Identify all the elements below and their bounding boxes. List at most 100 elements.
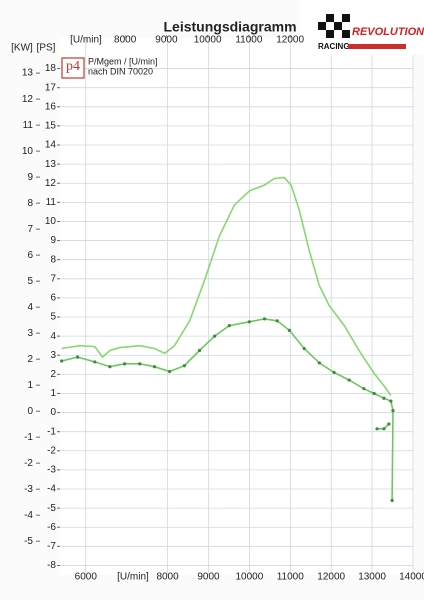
data-point bbox=[108, 365, 112, 369]
flag-square bbox=[326, 14, 334, 22]
y2-tick-label: 7 bbox=[50, 273, 56, 284]
brand-sub: RACING bbox=[318, 42, 350, 51]
y-tick-label: 7 bbox=[27, 224, 33, 235]
data-point bbox=[382, 396, 386, 400]
y-tick-label: 12 bbox=[22, 94, 34, 105]
logo-frame bbox=[61, 57, 85, 79]
brand-stripe bbox=[348, 44, 406, 49]
data-point bbox=[213, 334, 217, 338]
y2-tick-label: 10 bbox=[45, 216, 57, 227]
x2-tick-label: 10000 bbox=[194, 35, 222, 46]
flag-square bbox=[342, 30, 350, 38]
y2-tick-label: 2 bbox=[50, 369, 56, 380]
y-tick-label: -2 bbox=[24, 458, 33, 469]
x-tick-label: 12000 bbox=[317, 572, 345, 583]
data-point bbox=[347, 378, 351, 382]
plot bbox=[60, 176, 395, 503]
data-point bbox=[75, 355, 80, 359]
y2-tick-label: -3 bbox=[47, 465, 56, 476]
y-tick-label: 11 bbox=[23, 120, 34, 131]
data-point bbox=[168, 369, 172, 374]
logo-text: p4 bbox=[66, 59, 80, 74]
y-tick-label: 9 bbox=[27, 172, 33, 183]
y2-tick-label: 13 bbox=[45, 159, 57, 170]
y-tick-label: 4 bbox=[27, 302, 33, 313]
y2-tick-label: -5 bbox=[47, 503, 56, 514]
y2-tick-label: 9 bbox=[50, 235, 56, 246]
x-axis-label: [U/min] bbox=[117, 572, 149, 583]
flag-square bbox=[326, 30, 334, 38]
y2-tick-label: 12 bbox=[45, 178, 57, 189]
x2-tick-label: 11000 bbox=[235, 35, 263, 46]
brand-logo: REVOLUTION RACING bbox=[318, 14, 424, 51]
y2-tick-label: 5 bbox=[50, 312, 56, 323]
x2-tick-label: 8000 bbox=[114, 35, 137, 46]
data-point bbox=[375, 427, 379, 431]
line-series bbox=[61, 176, 392, 396]
data-point bbox=[93, 360, 97, 364]
x-tick-label: 11000 bbox=[277, 572, 305, 583]
y2-tick-label: 11 bbox=[46, 197, 57, 208]
y-tick-label: 1 bbox=[27, 380, 33, 391]
data-point bbox=[390, 498, 394, 503]
y2-tick-label: 14 bbox=[45, 140, 57, 151]
y2-tick-label: 4 bbox=[50, 331, 56, 342]
y2-tick-label: 15 bbox=[45, 121, 57, 132]
y-tick-label: -3 bbox=[24, 484, 33, 495]
x-tick-label: 9000 bbox=[197, 572, 220, 583]
data-point bbox=[227, 324, 231, 328]
x-tick-label: 10000 bbox=[235, 572, 263, 583]
y2-tick-label: 18 bbox=[45, 63, 57, 74]
x2-tick-label: 12000 bbox=[276, 35, 304, 46]
y-axis-label: [KW] bbox=[11, 43, 33, 54]
data-point bbox=[362, 387, 366, 391]
data-point bbox=[389, 399, 393, 403]
legend-box: p4 P/Mgem / [U/min] nach DIN 70020 bbox=[61, 56, 158, 79]
y2-tick-label: -7 bbox=[47, 541, 56, 552]
y2-tick-label: 3 bbox=[50, 350, 56, 361]
y-tick-label: 3 bbox=[27, 328, 33, 339]
flag-square bbox=[342, 14, 350, 22]
data-point bbox=[387, 422, 391, 426]
y-tick-label: -1 bbox=[24, 432, 33, 443]
data-point bbox=[197, 348, 202, 353]
y2-tick-label: 0 bbox=[50, 407, 56, 418]
y-tick-label: 10 bbox=[22, 146, 34, 157]
data-point bbox=[60, 359, 64, 363]
data-point bbox=[287, 328, 292, 332]
x-tick-label: 6000 bbox=[75, 572, 98, 583]
y2-tick-label: -8 bbox=[47, 560, 56, 571]
data-point bbox=[152, 365, 157, 369]
data-point bbox=[382, 427, 386, 431]
y-tick-label: -4 bbox=[24, 510, 33, 521]
y2-tick-label: 16 bbox=[45, 101, 57, 112]
annotation: P/Mgem / [U/min] bbox=[88, 56, 158, 66]
data-point bbox=[123, 362, 127, 366]
chart-title: Leistungsdiagramm bbox=[163, 19, 296, 35]
data-point bbox=[317, 361, 321, 365]
data-point bbox=[302, 346, 306, 351]
x2-tick-label: 9000 bbox=[155, 35, 178, 46]
data-point bbox=[182, 364, 186, 368]
data-point bbox=[138, 362, 142, 366]
y2-tick-label: 1 bbox=[50, 388, 56, 399]
y-tick-label: 2 bbox=[27, 354, 33, 365]
grid bbox=[60, 38, 414, 575]
y-tick-label: 8 bbox=[27, 198, 33, 209]
y-tick-label: 6 bbox=[27, 250, 33, 261]
y2-tick-label: -6 bbox=[47, 522, 56, 533]
data-point bbox=[262, 317, 267, 321]
y-tick-label: 13 bbox=[22, 68, 34, 79]
x-tick-label: 8000 bbox=[156, 572, 179, 583]
data-point bbox=[275, 319, 279, 323]
plot-area bbox=[60, 38, 413, 575]
y2-tick-label: -2 bbox=[47, 445, 56, 456]
data-point bbox=[332, 370, 336, 375]
y2-tick-label: 17 bbox=[45, 82, 57, 93]
x2-axis-label: [U/min] bbox=[70, 35, 102, 46]
y-tick-label: -5 bbox=[24, 536, 33, 547]
data-point bbox=[372, 391, 376, 396]
y2-tick-label: -4 bbox=[47, 484, 56, 495]
y-tick-label: 5 bbox=[27, 276, 33, 287]
